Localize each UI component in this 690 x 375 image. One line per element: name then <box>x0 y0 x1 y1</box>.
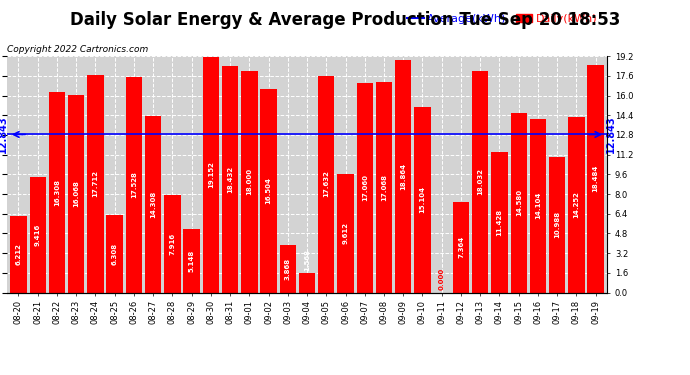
Bar <box>491 152 508 292</box>
Text: Copyright 2022 Cartronics.com: Copyright 2022 Cartronics.com <box>7 45 148 54</box>
Text: 6.308: 6.308 <box>112 243 118 265</box>
Text: 11.428: 11.428 <box>496 209 502 236</box>
Text: 17.712: 17.712 <box>92 170 99 197</box>
Text: 0.000: 0.000 <box>439 268 445 290</box>
Text: 9.612: 9.612 <box>342 222 348 245</box>
Text: 18.864: 18.864 <box>400 163 406 190</box>
Bar <box>241 71 257 292</box>
Text: 16.504: 16.504 <box>266 177 272 204</box>
Text: 16.068: 16.068 <box>73 180 79 207</box>
Text: 10.988: 10.988 <box>554 211 560 238</box>
Bar <box>414 106 431 292</box>
Text: 14.104: 14.104 <box>535 192 541 219</box>
Text: 18.432: 18.432 <box>227 165 233 193</box>
Text: 18.484: 18.484 <box>593 165 599 192</box>
Text: 17.528: 17.528 <box>131 171 137 198</box>
Text: 9.416: 9.416 <box>34 224 41 246</box>
Bar <box>318 75 335 292</box>
Bar <box>222 66 238 292</box>
Text: 12.843: 12.843 <box>607 116 616 153</box>
Bar <box>569 117 584 292</box>
Text: 14.252: 14.252 <box>573 191 580 218</box>
Bar <box>587 65 604 292</box>
Bar <box>126 77 142 292</box>
Text: 17.068: 17.068 <box>381 174 387 201</box>
Bar <box>453 202 469 292</box>
Text: 14.308: 14.308 <box>150 191 156 218</box>
Text: 16.308: 16.308 <box>54 178 60 206</box>
Text: 19.152: 19.152 <box>208 161 214 188</box>
Text: 7.364: 7.364 <box>458 236 464 258</box>
Bar <box>10 216 27 292</box>
Bar <box>164 195 181 292</box>
Bar <box>511 113 527 292</box>
Text: 5.148: 5.148 <box>188 250 195 272</box>
Bar <box>260 89 277 292</box>
Bar <box>472 70 489 292</box>
Bar <box>203 57 219 292</box>
Text: 6.212: 6.212 <box>15 243 21 265</box>
Bar <box>395 60 411 292</box>
Text: 7.916: 7.916 <box>169 233 175 255</box>
Bar <box>357 82 373 292</box>
Bar <box>106 215 123 292</box>
Bar <box>337 174 354 292</box>
Text: 15.104: 15.104 <box>420 186 426 213</box>
Text: 1.568: 1.568 <box>304 249 310 272</box>
Bar <box>184 229 200 292</box>
Bar <box>145 117 161 292</box>
Legend: Average(kWh), Daily(kWh): Average(kWh), Daily(kWh) <box>403 10 602 29</box>
Text: 18.032: 18.032 <box>477 168 483 195</box>
Text: 17.060: 17.060 <box>362 174 368 201</box>
Bar <box>549 157 565 292</box>
Text: 3.868: 3.868 <box>285 258 290 280</box>
Bar <box>87 75 104 292</box>
Bar <box>49 92 65 292</box>
Text: 18.000: 18.000 <box>246 168 253 195</box>
Bar <box>299 273 315 292</box>
Bar <box>376 82 392 292</box>
Bar <box>279 245 296 292</box>
Bar <box>30 177 46 292</box>
Bar <box>68 95 84 292</box>
Text: 17.632: 17.632 <box>324 171 329 198</box>
Bar <box>530 119 546 292</box>
Text: 14.580: 14.580 <box>515 189 522 216</box>
Text: Daily Solar Energy & Average Production Tue Sep 20 18:53: Daily Solar Energy & Average Production … <box>70 11 620 29</box>
Text: 12.843: 12.843 <box>0 116 8 153</box>
